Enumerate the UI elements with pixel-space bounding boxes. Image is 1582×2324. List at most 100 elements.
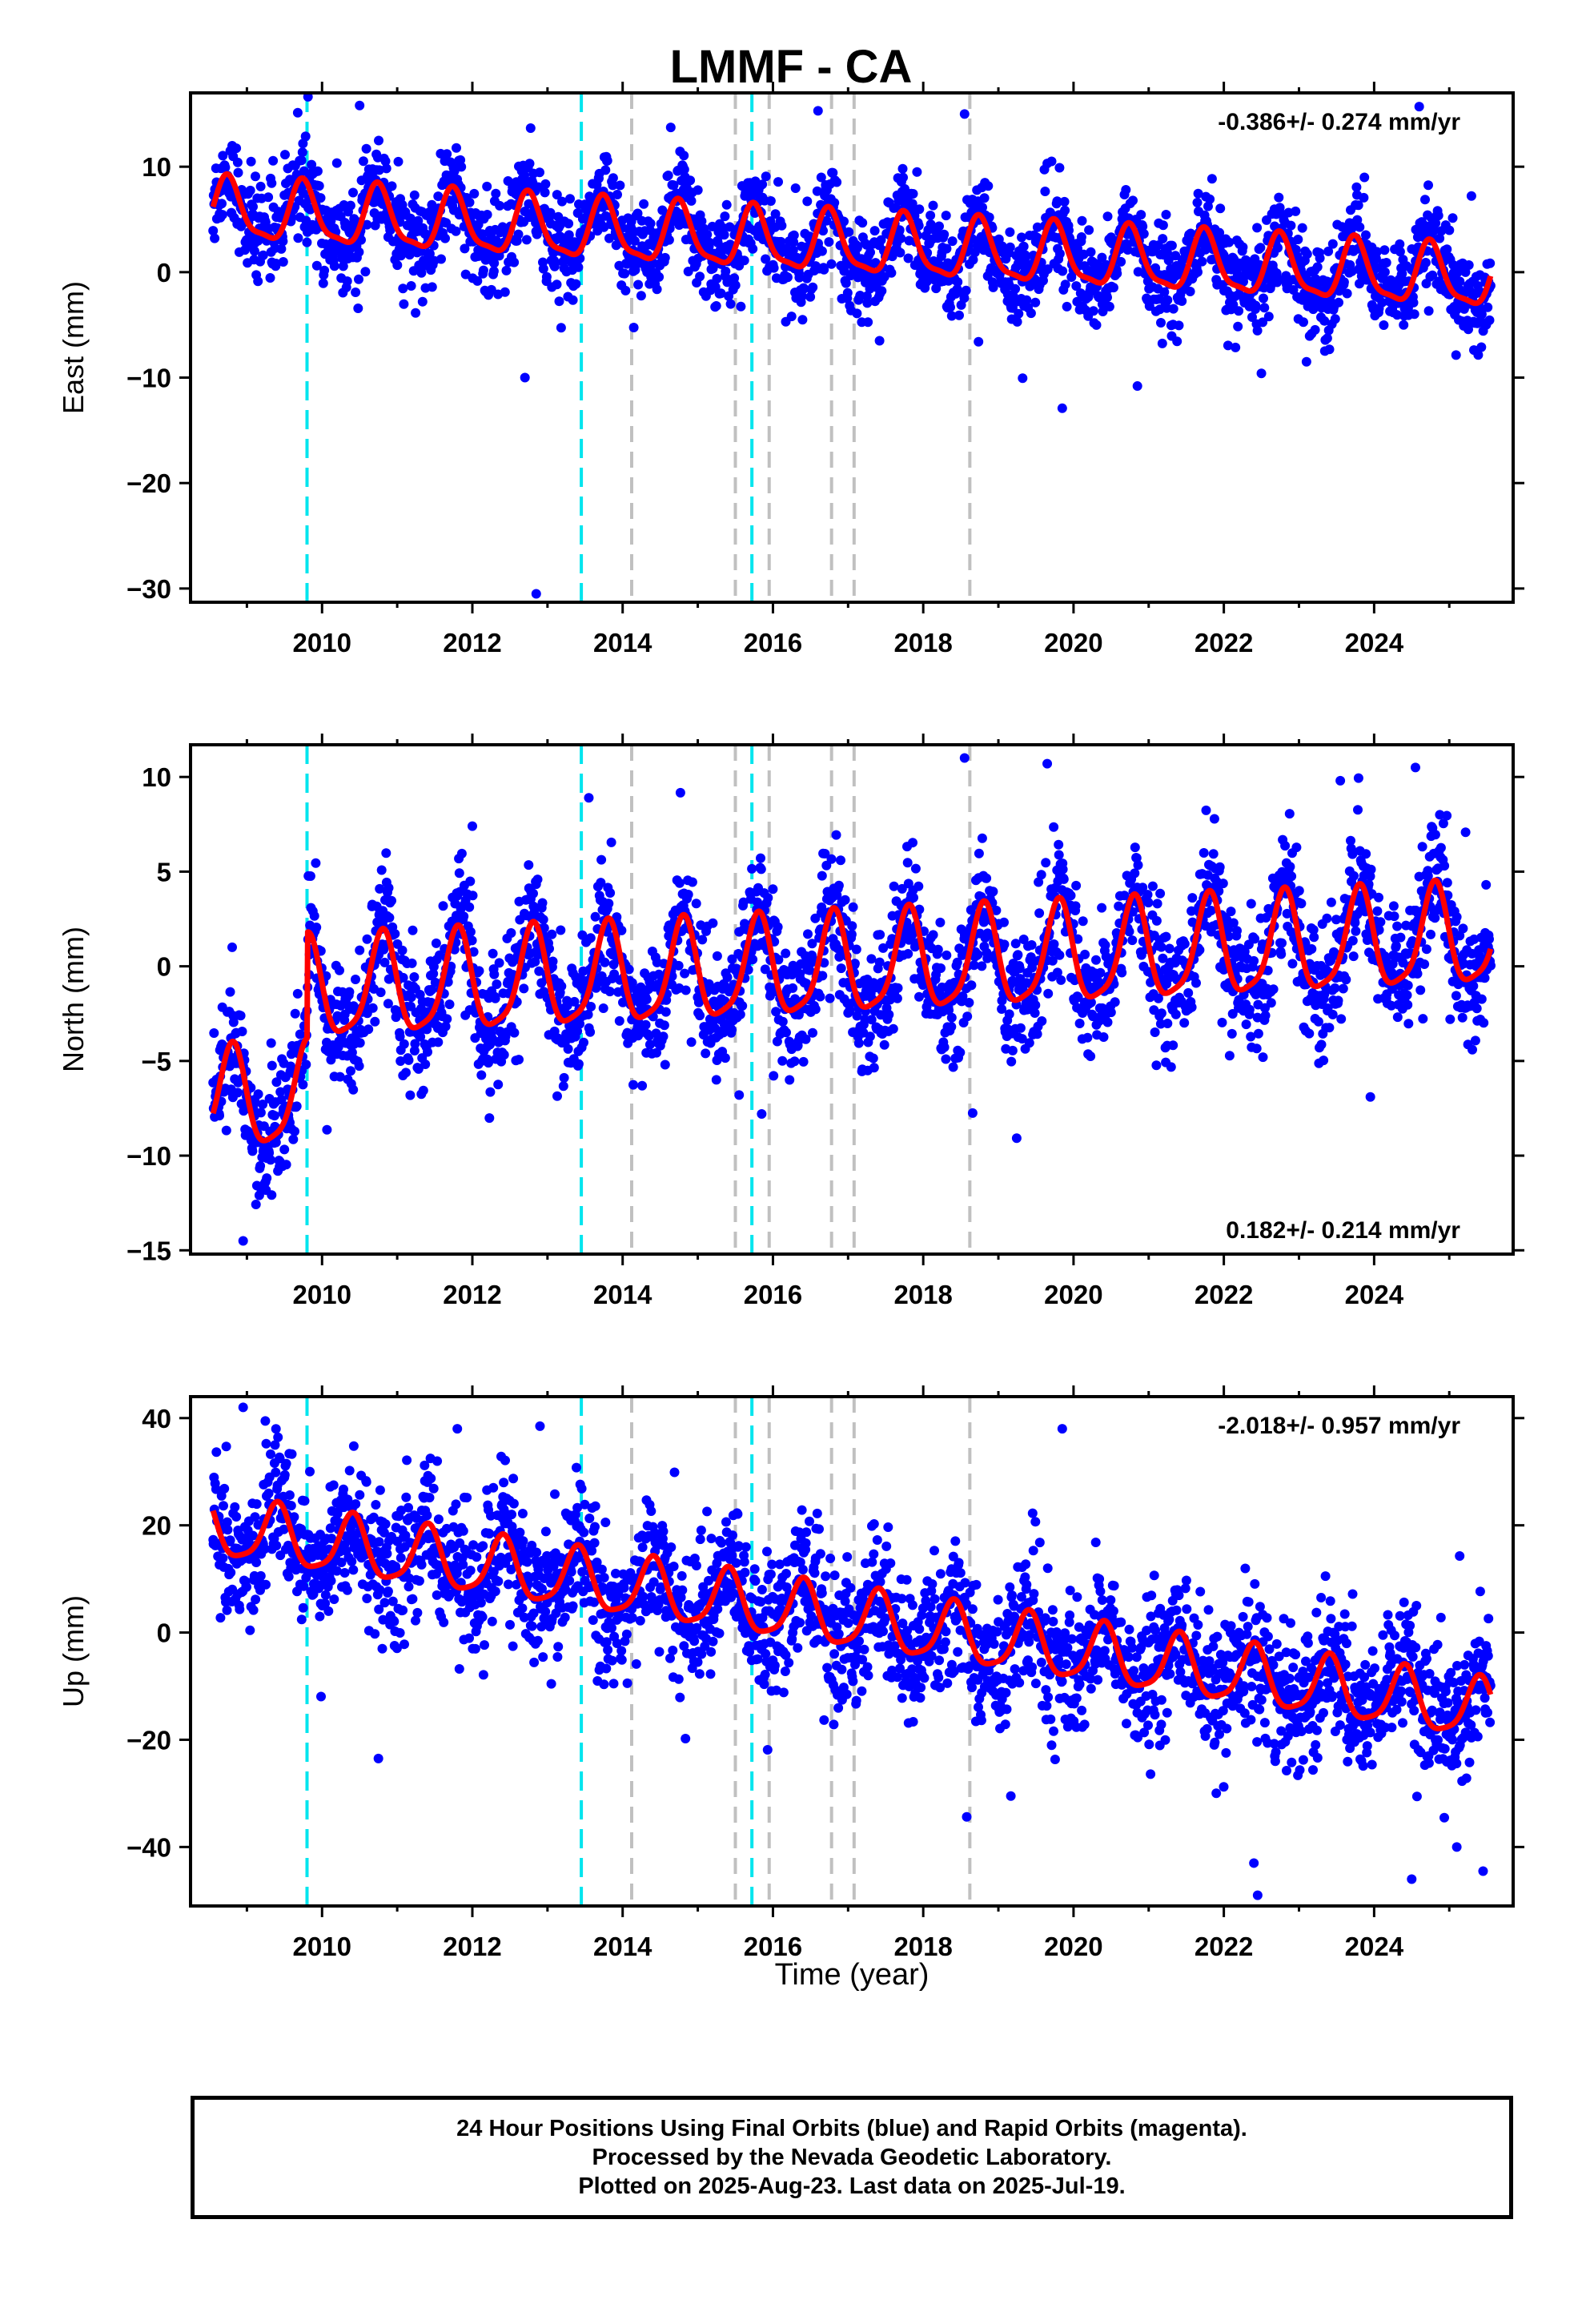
data-point: [1074, 1019, 1085, 1028]
data-point: [383, 883, 394, 893]
data-point: [390, 929, 400, 939]
data-point: [1071, 880, 1082, 891]
data-point: [836, 855, 845, 866]
data-point: [1193, 267, 1203, 277]
data-point: [1147, 881, 1158, 891]
data-point: [1307, 944, 1317, 954]
data-point: [220, 163, 231, 172]
data-point: [491, 188, 501, 199]
data-point: [1052, 196, 1062, 207]
data-point: [1100, 940, 1110, 951]
data-point: [1239, 276, 1248, 287]
data-point: [393, 156, 404, 167]
data-point: [914, 991, 924, 1002]
data-point: [565, 194, 575, 204]
data-point: [1116, 256, 1126, 267]
data-point-outlier: [959, 109, 970, 119]
data-point: [1268, 984, 1279, 995]
data-point: [1054, 850, 1064, 860]
data-points-east: [208, 93, 1496, 599]
data-point: [1285, 862, 1295, 872]
data-point: [228, 1017, 239, 1027]
data-point: [953, 277, 963, 287]
data-point: [452, 143, 461, 153]
data-point: [988, 282, 998, 292]
data-point: [266, 1038, 276, 1048]
data-point: [961, 285, 971, 296]
data-point: [863, 317, 873, 328]
data-point: [568, 295, 578, 305]
data-point: [1071, 281, 1082, 292]
data-point: [1397, 268, 1407, 279]
data-point: [1059, 196, 1070, 207]
data-point: [903, 949, 913, 959]
data-point: [558, 1081, 568, 1092]
data-point: [1127, 935, 1138, 946]
data-point: [984, 212, 994, 223]
data-point: [348, 1084, 359, 1095]
data-point: [513, 229, 524, 239]
data-point: [977, 833, 987, 843]
data-point: [534, 966, 544, 976]
data-point: [1026, 940, 1037, 950]
data-point: [685, 175, 696, 186]
data-point: [620, 285, 631, 296]
data-point: [777, 1055, 788, 1066]
data-point: [612, 190, 622, 199]
data-point: [262, 1173, 272, 1184]
data-point: [842, 287, 853, 298]
data-point: [291, 1101, 302, 1112]
data-point: [973, 950, 983, 960]
data-point: [910, 863, 921, 874]
data-point: [329, 261, 339, 271]
data-point: [1315, 253, 1325, 263]
data-point: [556, 925, 566, 935]
data-point: [1361, 230, 1371, 240]
data-point: [693, 185, 703, 195]
data-point: [853, 1038, 864, 1048]
data-point: [680, 968, 690, 979]
data-point: [1106, 1007, 1116, 1018]
data-point: [805, 292, 816, 302]
data-point: [585, 1027, 596, 1037]
data-point: [392, 260, 403, 271]
data-point: [936, 963, 946, 973]
data-point: [974, 848, 984, 858]
data-point: [683, 890, 693, 899]
data-point-outlier: [813, 106, 823, 116]
data-point: [879, 271, 889, 282]
data-point: [628, 323, 639, 332]
data-point: [492, 979, 502, 989]
data-point: [1030, 297, 1041, 308]
data-point: [1297, 223, 1307, 233]
data-point: [398, 972, 408, 983]
data-point: [790, 183, 801, 193]
data-point: [1316, 1039, 1327, 1050]
data-point: [456, 162, 467, 172]
data-point: [962, 1011, 973, 1022]
data-point: [773, 955, 784, 965]
x-tick-label: 2014: [593, 628, 652, 657]
data-point: [1080, 949, 1090, 959]
data-point: [721, 266, 731, 276]
data-point: [1253, 1028, 1263, 1039]
data-point: [640, 1019, 651, 1030]
data-point: [1351, 182, 1362, 192]
data-point: [209, 1028, 219, 1038]
data-point: [355, 945, 365, 955]
data-point: [1201, 805, 1211, 815]
data-point: [1191, 978, 1201, 988]
data-point: [1284, 809, 1295, 819]
data-point: [1252, 325, 1263, 336]
data-point: [816, 172, 826, 183]
data-point: [663, 171, 673, 180]
data-point: [1193, 188, 1203, 199]
data-point: [1164, 943, 1174, 954]
data-point: [847, 921, 857, 931]
data-point: [702, 229, 713, 239]
data-point: [1005, 227, 1015, 237]
data-point: [868, 1053, 878, 1063]
data-point: [399, 299, 409, 309]
data-point: [777, 220, 787, 231]
data-point: [788, 983, 798, 993]
